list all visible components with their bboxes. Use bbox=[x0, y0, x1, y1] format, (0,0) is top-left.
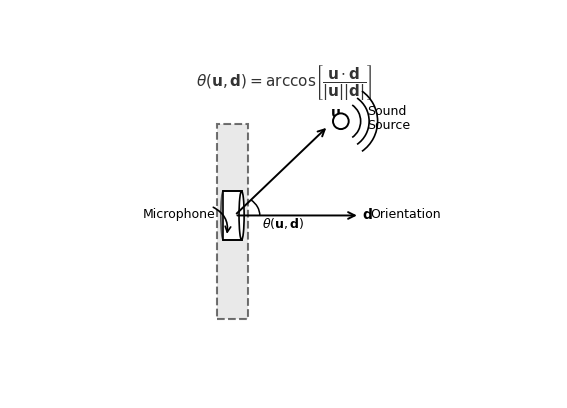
Ellipse shape bbox=[239, 191, 244, 240]
Text: Source: Source bbox=[367, 120, 411, 133]
Ellipse shape bbox=[221, 191, 226, 240]
Text: Sound: Sound bbox=[367, 105, 407, 118]
Text: $\theta(\mathbf{u}, \mathbf{d}) = \mathrm{arccos}\left[\dfrac{\mathbf{u} \cdot \: $\theta(\mathbf{u}, \mathbf{d}) = \mathr… bbox=[196, 63, 373, 102]
Text: $\mathbf{d}$: $\mathbf{d}$ bbox=[362, 207, 373, 222]
Text: $\mathbf{u}$: $\mathbf{u}$ bbox=[330, 106, 341, 120]
Text: Microphone: Microphone bbox=[143, 208, 215, 221]
Bar bbox=[217, 124, 248, 319]
Text: Orientation: Orientation bbox=[370, 208, 441, 221]
Text: $\theta(\mathbf{u}, \mathbf{d})$: $\theta(\mathbf{u}, \mathbf{d})$ bbox=[263, 216, 305, 231]
Bar bbox=[223, 191, 242, 240]
Circle shape bbox=[333, 113, 349, 129]
